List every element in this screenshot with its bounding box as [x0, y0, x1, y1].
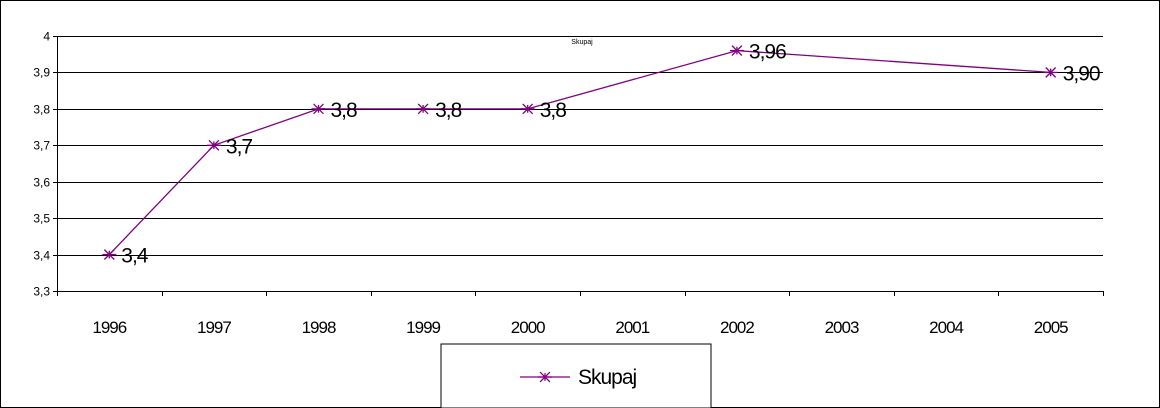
legend-series-marker-icon [538, 371, 552, 383]
data-point-marker [416, 103, 431, 115]
data-point-marker [311, 103, 326, 115]
data-point-marker [729, 45, 744, 56]
x-axis-ticks: 1996 1997 1998 1999 2000 2001 2002 2003 2004 2005 [57, 291, 1104, 337]
legend: Skupaj [440, 343, 712, 408]
x-tick-label: 2004 [929, 318, 963, 337]
legend-box [440, 343, 712, 408]
x-tick-label: 1996 [92, 318, 126, 337]
gridlines [57, 36, 1103, 256]
x-tick-label: 2005 [1034, 318, 1068, 337]
y-tick-label: 3,9 [33, 66, 50, 80]
data-label: 3,8 [331, 99, 358, 122]
y-tick-label: 3,5 [33, 212, 50, 226]
x-tick-label: 1999 [406, 318, 440, 337]
y-tick-label: 4 [43, 30, 50, 44]
data-label: 3,8 [435, 99, 462, 122]
data-label: 3,90 [1063, 62, 1100, 85]
x-tick-label: 1998 [302, 318, 336, 337]
x-tick-label: 2002 [720, 318, 754, 337]
y-tick-label: 3,3 [33, 285, 50, 299]
data-point-marker [520, 103, 535, 115]
data-labels: 3,4 3,7 3,8 3,8 3,8 3,96 3,90 [121, 41, 1101, 268]
data-label: 3,7 [226, 135, 253, 158]
data-label: 3,4 [121, 245, 149, 268]
y-axis-ticks: 3,3 3,4 3,5 3,6 3,7 3,8 3,9 4 [33, 30, 57, 299]
legend-series-label: Skupaj [578, 366, 637, 389]
series-skupaj [102, 45, 1058, 260]
data-point-marker [102, 249, 117, 260]
y-tick-label: 3,8 [33, 103, 50, 117]
legend-marker-glyph [538, 371, 552, 383]
y-tick-label: 3,7 [33, 139, 50, 153]
x-tick-label: 2001 [615, 318, 649, 337]
data-point-marker [1043, 67, 1058, 78]
x-tick-label: 2000 [511, 318, 545, 337]
x-tick-label: 1997 [197, 318, 231, 337]
data-label: 3,8 [540, 99, 567, 122]
data-label: 3,96 [749, 41, 786, 64]
data-point-marker [206, 139, 221, 151]
y-tick-label: 3,6 [33, 176, 50, 190]
chart-title: Skupaj [571, 39, 593, 46]
x-tick-label: 2003 [825, 318, 859, 337]
y-tick-label: 3,4 [33, 249, 50, 263]
